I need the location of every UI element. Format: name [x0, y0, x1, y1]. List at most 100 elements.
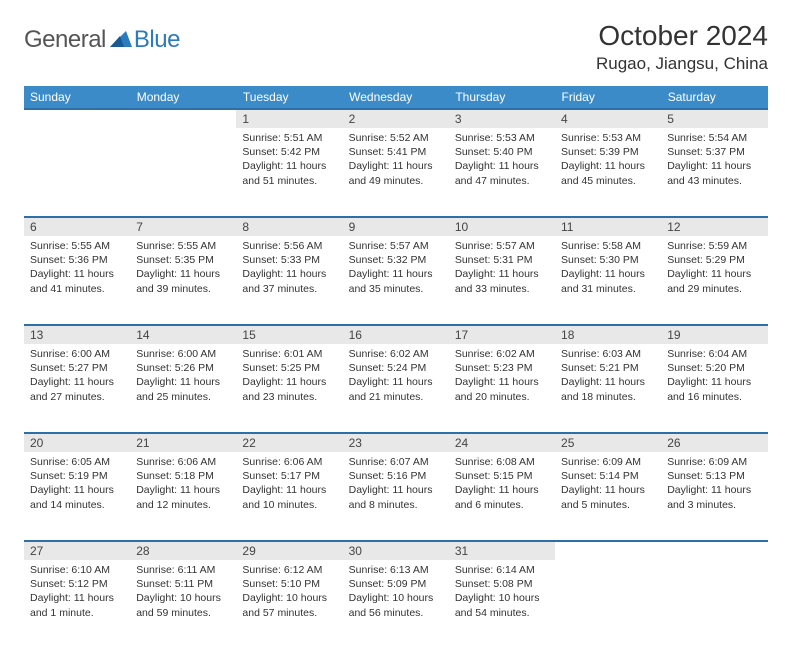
day-body-cell: Sunrise: 5:53 AMSunset: 5:39 PMDaylight:…	[555, 128, 661, 216]
day-number-cell: 6	[24, 216, 130, 236]
day-number-empty	[661, 540, 767, 560]
weekday-header: Monday	[130, 86, 236, 108]
day-details: Sunrise: 6:05 AMSunset: 5:19 PMDaylight:…	[24, 452, 130, 520]
day-body-cell: Sunrise: 6:06 AMSunset: 5:18 PMDaylight:…	[130, 452, 236, 540]
day-number-cell: 21	[130, 432, 236, 452]
day-number-cell	[130, 108, 236, 128]
day-number: 23	[343, 432, 449, 452]
day-body-row: Sunrise: 5:51 AMSunset: 5:42 PMDaylight:…	[24, 128, 768, 216]
day-body-cell: Sunrise: 6:05 AMSunset: 5:19 PMDaylight:…	[24, 452, 130, 540]
day-details: Sunrise: 6:08 AMSunset: 5:15 PMDaylight:…	[449, 452, 555, 520]
header: General Blue October 2024 Rugao, Jiangsu…	[24, 20, 768, 74]
day-number: 12	[661, 216, 767, 236]
location: Rugao, Jiangsu, China	[596, 54, 768, 74]
day-number-cell	[24, 108, 130, 128]
day-details: Sunrise: 6:06 AMSunset: 5:17 PMDaylight:…	[236, 452, 342, 520]
day-body-row: Sunrise: 6:00 AMSunset: 5:27 PMDaylight:…	[24, 344, 768, 432]
day-number-empty	[555, 540, 661, 560]
day-number: 5	[661, 108, 767, 128]
weekday-header: Thursday	[449, 86, 555, 108]
day-details: Sunrise: 6:04 AMSunset: 5:20 PMDaylight:…	[661, 344, 767, 412]
day-body-cell: Sunrise: 6:00 AMSunset: 5:26 PMDaylight:…	[130, 344, 236, 432]
day-details: Sunrise: 6:12 AMSunset: 5:10 PMDaylight:…	[236, 560, 342, 628]
day-number-cell: 28	[130, 540, 236, 560]
day-number: 29	[236, 540, 342, 560]
day-body-row: Sunrise: 6:10 AMSunset: 5:12 PMDaylight:…	[24, 560, 768, 648]
day-number-cell: 31	[449, 540, 555, 560]
day-number-cell: 7	[130, 216, 236, 236]
day-body-cell: Sunrise: 6:04 AMSunset: 5:20 PMDaylight:…	[661, 344, 767, 432]
day-body-row: Sunrise: 5:55 AMSunset: 5:36 PMDaylight:…	[24, 236, 768, 324]
day-details: Sunrise: 6:10 AMSunset: 5:12 PMDaylight:…	[24, 560, 130, 628]
day-body-cell: Sunrise: 6:06 AMSunset: 5:17 PMDaylight:…	[236, 452, 342, 540]
day-number-cell: 15	[236, 324, 342, 344]
day-number-cell: 19	[661, 324, 767, 344]
day-body-cell	[130, 128, 236, 216]
day-details: Sunrise: 6:07 AMSunset: 5:16 PMDaylight:…	[343, 452, 449, 520]
weekday-header: Sunday	[24, 86, 130, 108]
weekday-header-row: Sunday Monday Tuesday Wednesday Thursday…	[24, 86, 768, 108]
day-number-cell: 18	[555, 324, 661, 344]
day-number-cell: 29	[236, 540, 342, 560]
day-number: 2	[343, 108, 449, 128]
day-details: Sunrise: 6:01 AMSunset: 5:25 PMDaylight:…	[236, 344, 342, 412]
day-body-cell: Sunrise: 6:11 AMSunset: 5:11 PMDaylight:…	[130, 560, 236, 648]
day-number-cell: 24	[449, 432, 555, 452]
day-number: 1	[236, 108, 342, 128]
month-title: October 2024	[596, 20, 768, 52]
day-number: 26	[661, 432, 767, 452]
day-number: 28	[130, 540, 236, 560]
day-number: 21	[130, 432, 236, 452]
day-number: 9	[343, 216, 449, 236]
day-number: 18	[555, 324, 661, 344]
day-details: Sunrise: 5:58 AMSunset: 5:30 PMDaylight:…	[555, 236, 661, 304]
day-number: 7	[130, 216, 236, 236]
day-body-cell: Sunrise: 6:08 AMSunset: 5:15 PMDaylight:…	[449, 452, 555, 540]
day-body-cell: Sunrise: 5:57 AMSunset: 5:31 PMDaylight:…	[449, 236, 555, 324]
day-body-cell: Sunrise: 6:12 AMSunset: 5:10 PMDaylight:…	[236, 560, 342, 648]
day-body-cell: Sunrise: 6:01 AMSunset: 5:25 PMDaylight:…	[236, 344, 342, 432]
daynum-row: 6789101112	[24, 216, 768, 236]
day-body-cell: Sunrise: 6:10 AMSunset: 5:12 PMDaylight:…	[24, 560, 130, 648]
day-number-cell: 12	[661, 216, 767, 236]
weekday-header: Tuesday	[236, 86, 342, 108]
day-body-cell: Sunrise: 6:00 AMSunset: 5:27 PMDaylight:…	[24, 344, 130, 432]
day-body-cell: Sunrise: 5:59 AMSunset: 5:29 PMDaylight:…	[661, 236, 767, 324]
calendar-table: Sunday Monday Tuesday Wednesday Thursday…	[24, 86, 768, 648]
day-details: Sunrise: 5:55 AMSunset: 5:35 PMDaylight:…	[130, 236, 236, 304]
daynum-row: 12345	[24, 108, 768, 128]
day-body-cell	[661, 560, 767, 648]
day-number-cell: 13	[24, 324, 130, 344]
day-number: 31	[449, 540, 555, 560]
day-number-cell: 22	[236, 432, 342, 452]
day-body-cell: Sunrise: 5:51 AMSunset: 5:42 PMDaylight:…	[236, 128, 342, 216]
logo-text-blue: Blue	[134, 26, 180, 54]
day-number-cell: 30	[343, 540, 449, 560]
day-number: 13	[24, 324, 130, 344]
day-number-empty	[24, 108, 130, 128]
day-details: Sunrise: 5:57 AMSunset: 5:32 PMDaylight:…	[343, 236, 449, 304]
day-number: 14	[130, 324, 236, 344]
day-details: Sunrise: 5:51 AMSunset: 5:42 PMDaylight:…	[236, 128, 342, 196]
day-number-cell: 2	[343, 108, 449, 128]
day-details: Sunrise: 6:00 AMSunset: 5:27 PMDaylight:…	[24, 344, 130, 412]
day-number: 19	[661, 324, 767, 344]
day-body-cell	[555, 560, 661, 648]
day-number: 27	[24, 540, 130, 560]
day-body-cell: Sunrise: 5:56 AMSunset: 5:33 PMDaylight:…	[236, 236, 342, 324]
day-details: Sunrise: 6:00 AMSunset: 5:26 PMDaylight:…	[130, 344, 236, 412]
day-number: 11	[555, 216, 661, 236]
day-details: Sunrise: 6:11 AMSunset: 5:11 PMDaylight:…	[130, 560, 236, 628]
day-body-cell: Sunrise: 6:14 AMSunset: 5:08 PMDaylight:…	[449, 560, 555, 648]
day-number: 6	[24, 216, 130, 236]
day-number-cell: 5	[661, 108, 767, 128]
title-block: October 2024 Rugao, Jiangsu, China	[596, 20, 768, 74]
day-details: Sunrise: 6:13 AMSunset: 5:09 PMDaylight:…	[343, 560, 449, 628]
day-body-cell: Sunrise: 6:09 AMSunset: 5:13 PMDaylight:…	[661, 452, 767, 540]
day-body-cell: Sunrise: 5:55 AMSunset: 5:35 PMDaylight:…	[130, 236, 236, 324]
day-body-cell: Sunrise: 6:02 AMSunset: 5:24 PMDaylight:…	[343, 344, 449, 432]
day-number-cell: 10	[449, 216, 555, 236]
day-details: Sunrise: 6:14 AMSunset: 5:08 PMDaylight:…	[449, 560, 555, 628]
day-details: Sunrise: 6:03 AMSunset: 5:21 PMDaylight:…	[555, 344, 661, 412]
day-details: Sunrise: 5:54 AMSunset: 5:37 PMDaylight:…	[661, 128, 767, 196]
